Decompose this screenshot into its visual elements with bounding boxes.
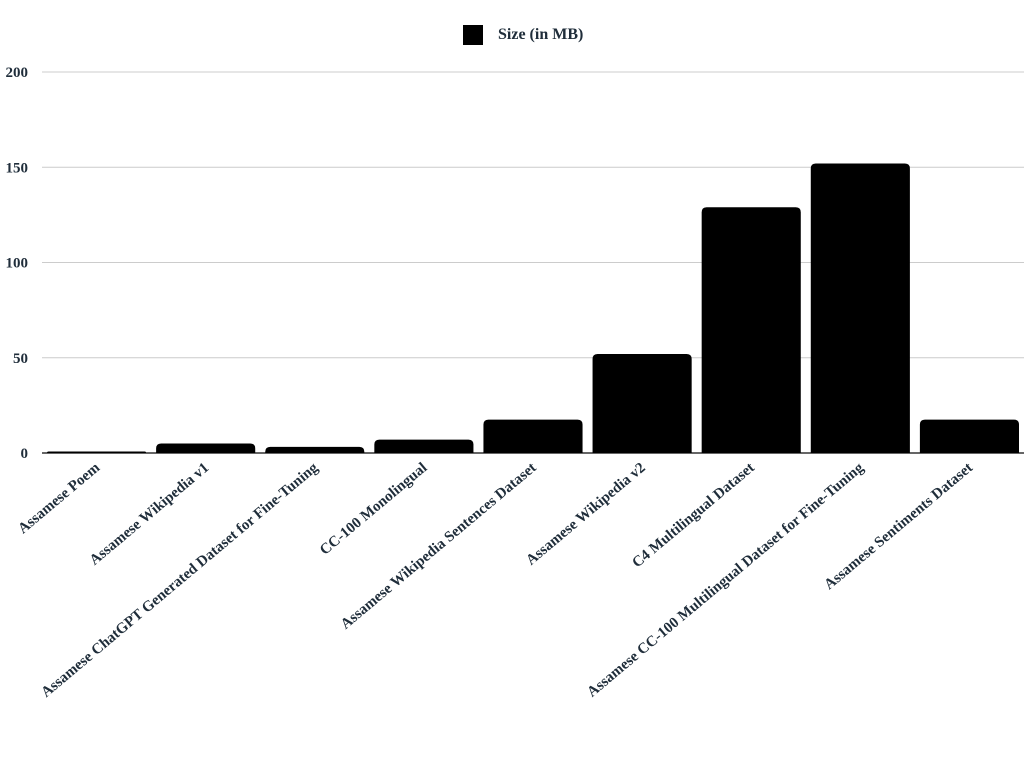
bar — [919, 419, 1019, 453]
x-tick-label: Assamese Poem — [15, 459, 103, 537]
bar — [156, 443, 256, 453]
bar — [592, 353, 692, 453]
bar — [374, 439, 474, 453]
x-tick-label: C4 Multilingual Dataset — [629, 460, 757, 571]
bar — [810, 163, 910, 453]
y-tick-label: 150 — [6, 160, 29, 176]
bar — [483, 419, 583, 453]
y-tick-label: 0 — [21, 446, 29, 462]
y-tick-label: 50 — [13, 351, 28, 367]
legend-swatch — [463, 25, 483, 45]
legend-label: Size (in MB) — [498, 26, 584, 43]
x-tick-label: Assamese Wikipedia Sentences Dataset — [338, 460, 540, 633]
y-tick-label: 200 — [6, 65, 29, 81]
bar — [265, 446, 365, 453]
x-tick-label: CC-100 Monolingual — [317, 460, 430, 559]
chart-legend: Size (in MB) — [463, 25, 583, 45]
x-tick-label: Assamese Wikipedia v2 — [523, 460, 648, 569]
bar — [701, 207, 801, 453]
bar — [47, 451, 147, 453]
y-tick-label: 100 — [6, 256, 29, 272]
x-tick-label: Assamese Wikipedia v1 — [87, 460, 212, 569]
